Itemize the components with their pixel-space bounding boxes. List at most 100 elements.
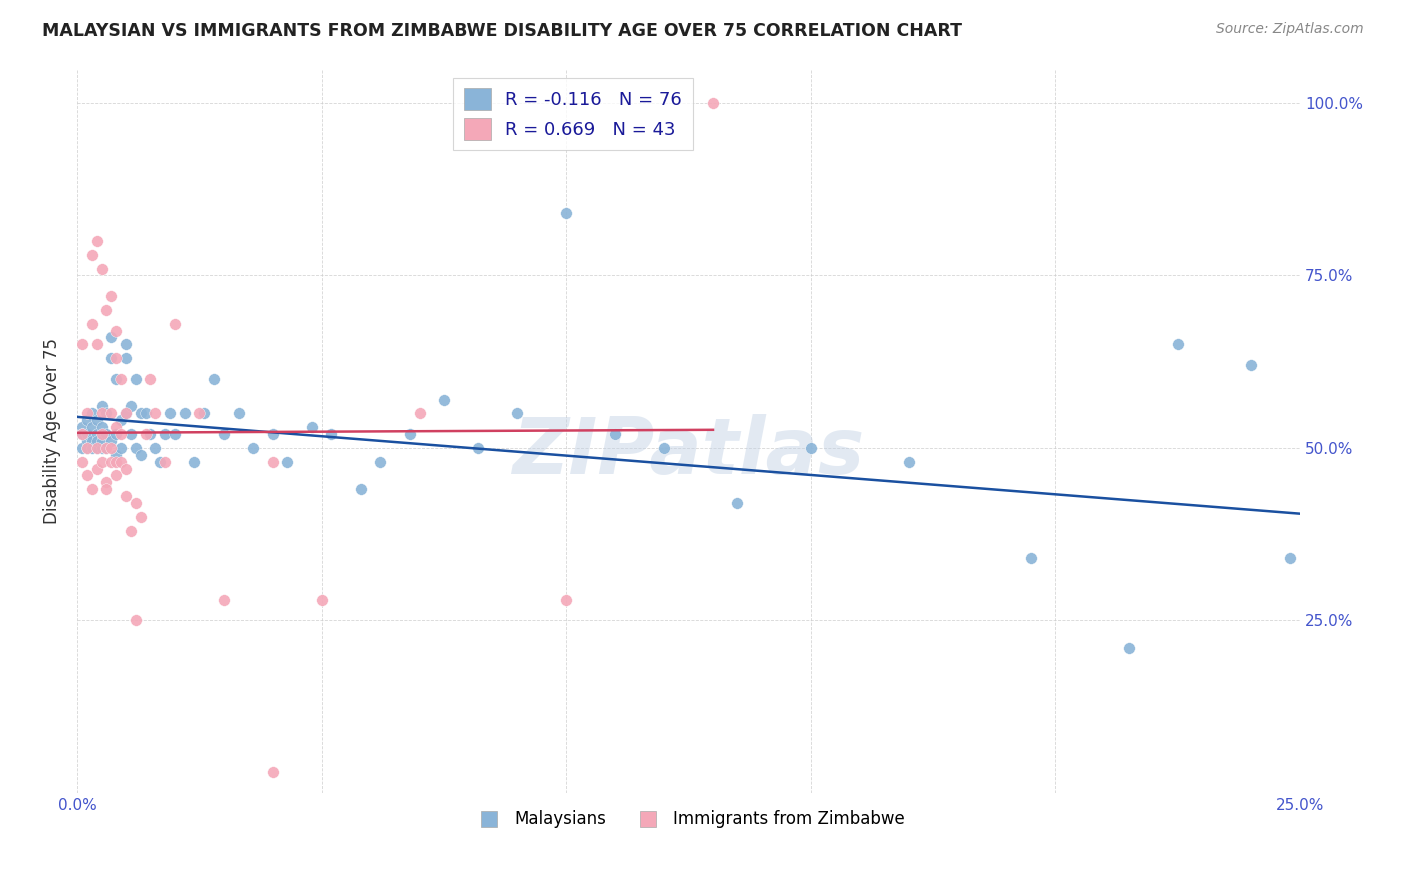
Point bbox=[76, 434, 98, 448]
Point bbox=[153, 455, 176, 469]
Point bbox=[350, 482, 373, 496]
Point bbox=[135, 406, 157, 420]
Point bbox=[80, 248, 103, 262]
Point bbox=[96, 441, 118, 455]
Point bbox=[76, 441, 98, 455]
Point bbox=[202, 372, 225, 386]
Point bbox=[96, 475, 118, 490]
Point bbox=[125, 372, 148, 386]
Point bbox=[652, 441, 675, 455]
Point bbox=[262, 764, 284, 779]
Point bbox=[100, 330, 122, 344]
Point bbox=[321, 427, 343, 442]
Point bbox=[125, 496, 148, 510]
Point bbox=[1118, 640, 1140, 655]
Point bbox=[125, 441, 148, 455]
Point bbox=[262, 427, 284, 442]
Point bbox=[96, 427, 118, 442]
Point bbox=[90, 261, 112, 276]
Point bbox=[86, 441, 108, 455]
Point bbox=[86, 234, 108, 248]
Point bbox=[173, 406, 195, 420]
Point bbox=[80, 317, 103, 331]
Text: MALAYSIAN VS IMMIGRANTS FROM ZIMBABWE DISABILITY AGE OVER 75 CORRELATION CHART: MALAYSIAN VS IMMIGRANTS FROM ZIMBABWE DI… bbox=[42, 22, 962, 40]
Point bbox=[1167, 337, 1189, 351]
Point bbox=[80, 406, 103, 420]
Point bbox=[135, 427, 157, 442]
Point bbox=[76, 406, 98, 420]
Point bbox=[90, 420, 112, 434]
Point bbox=[163, 317, 186, 331]
Point bbox=[1337, 627, 1360, 641]
Point bbox=[311, 592, 333, 607]
Point bbox=[70, 427, 93, 442]
Point bbox=[70, 455, 93, 469]
Point bbox=[129, 406, 152, 420]
Point bbox=[370, 455, 392, 469]
Point bbox=[110, 413, 132, 427]
Y-axis label: Disability Age Over 75: Disability Age Over 75 bbox=[44, 337, 60, 524]
Point bbox=[96, 441, 118, 455]
Point bbox=[110, 372, 132, 386]
Point bbox=[90, 434, 112, 448]
Point bbox=[139, 427, 162, 442]
Point bbox=[90, 406, 112, 420]
Point bbox=[605, 427, 627, 442]
Point bbox=[80, 441, 103, 455]
Point bbox=[100, 406, 122, 420]
Point bbox=[115, 489, 138, 503]
Point bbox=[398, 427, 420, 442]
Point bbox=[105, 455, 128, 469]
Point bbox=[183, 455, 205, 469]
Point bbox=[188, 406, 211, 420]
Point bbox=[100, 441, 122, 455]
Text: ZIPatlas: ZIPatlas bbox=[512, 414, 865, 491]
Point bbox=[159, 406, 181, 420]
Point bbox=[105, 427, 128, 442]
Point bbox=[105, 351, 128, 366]
Legend: Malaysians, Immigrants from Zimbabwe: Malaysians, Immigrants from Zimbabwe bbox=[465, 804, 911, 835]
Point bbox=[115, 406, 138, 420]
Point bbox=[1279, 551, 1302, 566]
Point bbox=[115, 337, 138, 351]
Point bbox=[115, 406, 138, 420]
Point bbox=[90, 455, 112, 469]
Point bbox=[120, 427, 142, 442]
Point bbox=[139, 372, 162, 386]
Point bbox=[1240, 358, 1263, 372]
Point bbox=[76, 427, 98, 442]
Point bbox=[80, 482, 103, 496]
Point bbox=[193, 406, 215, 420]
Point bbox=[1299, 585, 1322, 599]
Point bbox=[105, 372, 128, 386]
Point bbox=[153, 427, 176, 442]
Point bbox=[70, 420, 93, 434]
Point bbox=[467, 441, 489, 455]
Point bbox=[76, 413, 98, 427]
Point bbox=[105, 448, 128, 462]
Point bbox=[105, 324, 128, 338]
Point bbox=[727, 496, 749, 510]
Point bbox=[100, 351, 122, 366]
Point bbox=[149, 455, 172, 469]
Point bbox=[86, 337, 108, 351]
Point bbox=[86, 427, 108, 442]
Point bbox=[129, 448, 152, 462]
Point bbox=[143, 406, 166, 420]
Point bbox=[100, 455, 122, 469]
Point bbox=[80, 420, 103, 434]
Point bbox=[86, 413, 108, 427]
Point bbox=[702, 95, 724, 110]
Point bbox=[408, 406, 430, 420]
Point bbox=[120, 400, 142, 414]
Point bbox=[90, 427, 112, 442]
Point bbox=[86, 441, 108, 455]
Text: Source: ZipAtlas.com: Source: ZipAtlas.com bbox=[1216, 22, 1364, 37]
Point bbox=[555, 206, 578, 220]
Point bbox=[143, 441, 166, 455]
Point bbox=[76, 441, 98, 455]
Point bbox=[276, 455, 298, 469]
Point bbox=[100, 434, 122, 448]
Point bbox=[70, 441, 93, 455]
Point bbox=[506, 406, 529, 420]
